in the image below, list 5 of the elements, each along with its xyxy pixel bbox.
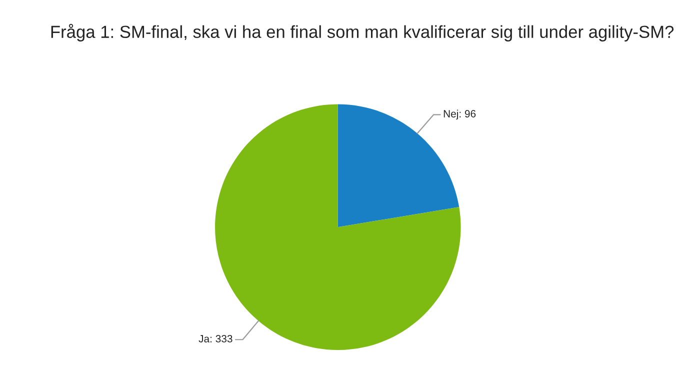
slice-label: Ja: 333 <box>198 335 232 342</box>
chart-title: Fråga 1: SM-final, ska vi ha en final som man kvalificerar sig till under agility-SM? <box>51 24 674 42</box>
pie-slice <box>338 104 460 228</box>
slice-label: Nej: 96 <box>444 110 476 120</box>
pie-slice <box>215 104 461 350</box>
